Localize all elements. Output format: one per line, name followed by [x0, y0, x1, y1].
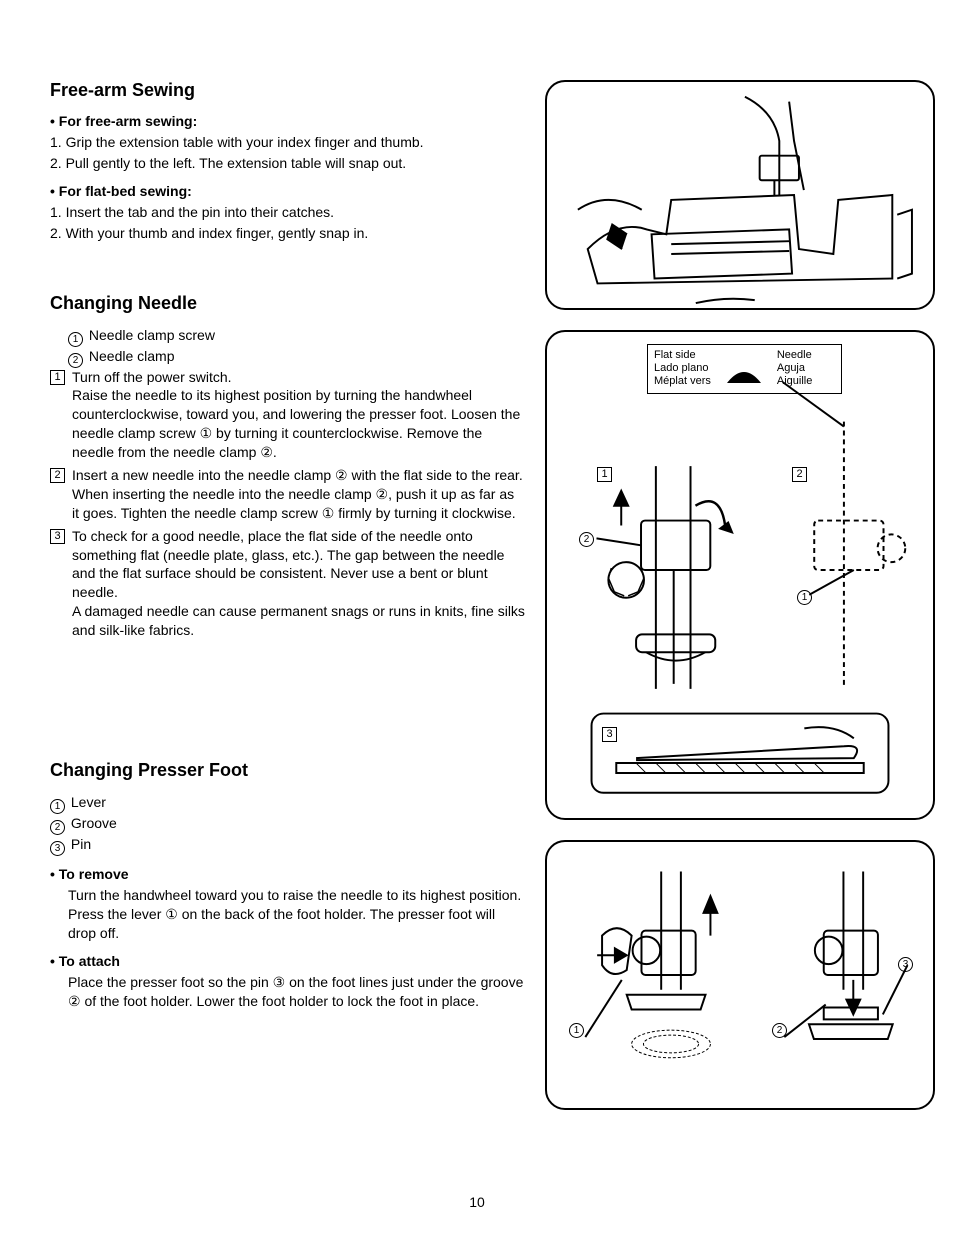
circled-3-icon: 3 — [898, 957, 913, 972]
circled-1-icon: 1 — [68, 332, 83, 347]
needle-diagram-icon — [547, 332, 933, 818]
heading-presser-foot: Changing Presser Foot — [50, 760, 525, 781]
illustration-free-arm — [545, 80, 935, 310]
parts-list: 1 Needle clamp screw 2 Needle clamp — [68, 326, 525, 368]
boxed-1-icon: 1 — [50, 370, 65, 385]
step-text: Turn off the power switch. Raise the nee… — [72, 368, 525, 462]
section-free-arm: Free-arm Sewing • For free-arm sewing: 1… — [50, 80, 525, 243]
attach-text: Place the presser foot so the pin ③ on t… — [68, 973, 525, 1011]
boxed-3-icon: 3 — [602, 727, 617, 742]
circled-3-icon: 3 — [50, 841, 65, 856]
list-flat-bed: 1. Insert the tab and the pin into their… — [50, 203, 525, 243]
parts-list: 1 Lever 2 Groove 3 Pin — [50, 793, 525, 856]
subhead-remove: • To remove — [50, 866, 525, 882]
circled-1-icon: 1 — [50, 799, 65, 814]
presser-foot-diagram-icon — [547, 842, 933, 1108]
circled-2-icon: 2 — [772, 1023, 787, 1038]
part-item: 1 Lever — [50, 793, 525, 814]
remove-text: Turn the handwheel toward you to raise t… — [68, 886, 525, 943]
subhead-attach: • To attach — [50, 953, 525, 969]
subhead-flat-bed: • For flat-bed sewing: — [50, 183, 525, 199]
circled-1-icon: 1 — [569, 1023, 584, 1038]
heading-free-arm: Free-arm Sewing — [50, 80, 525, 101]
list-item: 2. Pull gently to the left. The extensio… — [50, 154, 525, 173]
part-item: 1 Needle clamp screw — [68, 326, 525, 347]
step-3: 3 To check for a good needle, place the … — [50, 527, 525, 640]
part-item: 2 Groove — [50, 814, 525, 835]
step-text: To check for a good needle, place the fl… — [72, 527, 525, 640]
page-number: 10 — [0, 1194, 954, 1210]
part-item: 3 Pin — [50, 835, 525, 856]
step-2: 2 Insert a new needle into the needle cl… — [50, 466, 525, 523]
list-item: 2. With your thumb and index finger, gen… — [50, 224, 525, 243]
illustration-needle: Flat side Lado plano Méplat vers Needle … — [545, 330, 935, 820]
step-text: Insert a new needle into the needle clam… — [72, 466, 525, 523]
section-presser-foot: Changing Presser Foot 1 Lever 2 Groove 3… — [50, 760, 525, 1010]
list-free-arm: 1. Grip the extension table with your in… — [50, 133, 525, 173]
circled-2-icon: 2 — [50, 820, 65, 835]
list-item: 1. Insert the tab and the pin into their… — [50, 203, 525, 222]
boxed-2-icon: 2 — [50, 468, 65, 483]
subhead-free-arm: • For free-arm sewing: — [50, 113, 525, 129]
boxed-3-icon: 3 — [50, 529, 65, 544]
circled-2-icon: 2 — [68, 353, 83, 368]
part-item: 2 Needle clamp — [68, 347, 525, 368]
heading-changing-needle: Changing Needle — [50, 293, 525, 314]
section-changing-needle: Changing Needle 1 Needle clamp screw 2 N… — [50, 293, 525, 640]
illustration-presser-foot: 1 2 3 — [545, 840, 935, 1110]
step-1: 1 Turn off the power switch. Raise the n… — [50, 368, 525, 462]
list-item: 1. Grip the extension table with your in… — [50, 133, 525, 152]
sewing-machine-icon — [547, 82, 933, 308]
